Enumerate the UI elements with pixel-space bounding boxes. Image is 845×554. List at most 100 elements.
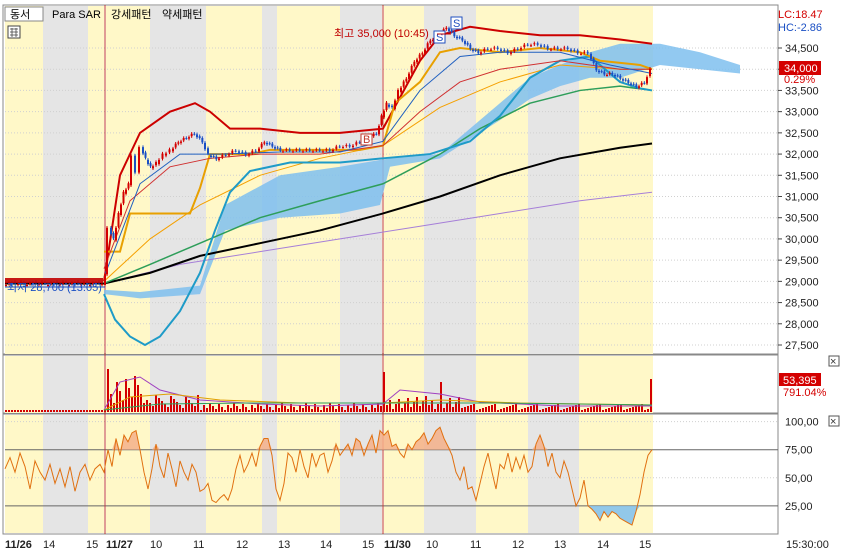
candle-body [563,47,566,49]
session-band [528,415,579,533]
volume-bar [8,410,10,412]
candle-body [180,141,182,143]
volume-bar [647,409,649,412]
oscillator-panel-close-button[interactable]: × [828,415,840,428]
volume-bar [578,404,580,412]
volume-bar [131,397,133,412]
candle-body [161,153,164,159]
time-tick-label: 14 [43,539,55,551]
candle-body [158,159,160,165]
volume-bar [14,410,16,412]
volume-bar [455,402,457,412]
volume-bar [134,376,136,412]
volume-bar [569,407,571,412]
candle-body [285,149,288,151]
candle-body [110,227,112,235]
time-tick-label: 15 [639,539,651,551]
session-band [106,6,150,354]
volume-bar [422,401,424,412]
volume-bar [182,408,184,412]
candle-body [174,143,177,148]
grid-toggle-button[interactable] [7,25,21,39]
volume-bar [149,403,151,412]
volume-bar [518,410,520,412]
candle-body [279,147,282,151]
time-tick-label: 15 [362,539,374,551]
volume-bar [641,404,643,412]
candle-body [421,53,424,55]
session-band [88,6,104,354]
candle-body [520,48,522,50]
buy-marker[interactable]: B [360,133,373,146]
candle-body [112,233,115,239]
candle-body [228,154,230,156]
volume-bar [419,406,421,412]
candle-body [149,163,152,167]
volume-bar [497,410,499,412]
volume-bar [470,405,472,412]
volume-bar [362,404,364,412]
candle-body [92,282,94,284]
volume-bar [473,404,475,412]
candle-body [416,59,418,63]
volume-panel-close-button[interactable]: × [828,355,840,368]
volume-bar [104,410,106,412]
close-icon: × [830,416,836,428]
candle-body [372,133,375,137]
session-band [632,415,653,533]
volume-bar [299,405,301,412]
volume-bar [449,398,451,412]
candle-body [212,155,215,157]
volume-bar [179,405,181,412]
volume-bar [572,406,574,412]
sell-marker-2[interactable]: S [450,16,463,30]
candle-body [400,87,402,92]
volume-bar [434,409,436,412]
candle-body [405,78,408,82]
candle-body [413,61,416,66]
price-tick-label: 30,000 [785,234,819,246]
volume-bar [302,408,304,412]
volume-bar [95,410,97,412]
volume-bar [29,410,31,412]
indicator-label-0[interactable]: Para SAR [52,9,101,21]
volume-bar [509,406,511,412]
sell-marker[interactable]: S [433,30,446,44]
candle-body [635,84,638,88]
volume-bar [137,385,139,412]
candle-body [322,151,324,153]
candle-body [95,282,97,285]
volume-bar [173,399,175,412]
volume-bar [56,410,58,412]
candle-body [546,46,549,50]
candle-body [282,151,284,153]
volume-bar [305,403,307,412]
candle-body [550,49,552,51]
candle-body [523,44,526,48]
indicator-label-1[interactable]: 강세패턴 [111,8,151,21]
session-band [424,415,476,533]
candle-body [271,143,274,147]
indicator-label-2[interactable]: 약세패턴 [162,7,202,21]
volume-bar [332,406,334,412]
candle-body [68,285,70,287]
candle-body [611,72,614,75]
candle-body [17,283,19,285]
volume-bar [275,405,277,412]
candle-body [5,285,7,287]
candle-body [201,138,204,143]
candle-body [490,49,492,51]
candle-body [8,282,10,284]
volume-bar [617,405,619,412]
volume-bar [527,407,529,412]
stock-name-box[interactable] [4,6,44,22]
volume-bar [425,396,427,412]
volume-bar [377,403,379,412]
candle-body [536,43,539,45]
volume-bar [317,407,319,412]
candle-body [254,150,257,152]
volume-bar [296,410,298,412]
candle-body [147,159,149,165]
volume-bar [338,404,340,412]
session-band [424,6,476,354]
